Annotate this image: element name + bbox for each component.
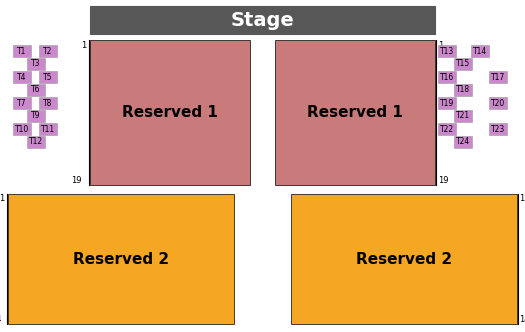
Text: T2: T2	[43, 46, 53, 55]
Text: 19: 19	[438, 176, 448, 185]
Bar	[438, 45, 456, 57]
Bar	[291, 194, 517, 324]
Text: T23: T23	[491, 124, 505, 133]
Bar	[13, 71, 31, 83]
Text: T21: T21	[456, 112, 470, 121]
Text: T18: T18	[456, 86, 470, 95]
Text: 14: 14	[0, 315, 2, 324]
Text: Stage: Stage	[230, 11, 295, 30]
Bar	[13, 97, 31, 109]
Bar	[438, 97, 456, 109]
Text: 1: 1	[81, 41, 86, 50]
Bar	[454, 136, 472, 148]
Text: T17: T17	[491, 72, 505, 81]
Text: T20: T20	[491, 99, 505, 108]
Text: T24: T24	[456, 137, 470, 146]
Text: T16: T16	[440, 72, 454, 81]
Text: 1: 1	[519, 194, 524, 203]
Text: Reserved 1: Reserved 1	[307, 105, 403, 120]
Text: T7: T7	[17, 99, 27, 108]
Bar	[27, 136, 45, 148]
Text: 1: 1	[0, 194, 4, 203]
Text: 19: 19	[71, 176, 82, 185]
Bar	[90, 40, 250, 185]
Text: T4: T4	[17, 72, 27, 81]
Bar	[454, 58, 472, 70]
Bar	[489, 123, 507, 135]
Bar	[275, 40, 435, 185]
Bar	[27, 84, 45, 96]
Text: T9: T9	[32, 112, 41, 121]
Text: T19: T19	[440, 99, 454, 108]
Bar	[39, 97, 57, 109]
Text: 14: 14	[519, 315, 525, 324]
Text: T3: T3	[32, 59, 41, 68]
Bar	[39, 71, 57, 83]
Bar	[489, 97, 507, 109]
Bar	[8, 194, 234, 324]
Bar	[438, 71, 456, 83]
Bar	[438, 123, 456, 135]
Bar	[489, 71, 507, 83]
Text: Reserved 1: Reserved 1	[122, 105, 218, 120]
Text: Reserved 2: Reserved 2	[356, 252, 452, 267]
Bar	[454, 110, 472, 122]
Text: T10: T10	[15, 124, 29, 133]
Text: T1: T1	[17, 46, 27, 55]
Text: T22: T22	[440, 124, 454, 133]
Text: T12: T12	[29, 137, 43, 146]
Bar	[454, 84, 472, 96]
Text: T14: T14	[473, 46, 487, 55]
Text: 1: 1	[438, 41, 443, 50]
Bar	[27, 58, 45, 70]
Bar	[13, 123, 31, 135]
Bar	[90, 6, 435, 34]
Bar	[39, 45, 57, 57]
Text: T6: T6	[32, 86, 41, 95]
Text: T5: T5	[43, 72, 53, 81]
Bar	[39, 123, 57, 135]
Bar	[27, 110, 45, 122]
Bar	[13, 45, 31, 57]
Text: T11: T11	[41, 124, 55, 133]
Text: T13: T13	[440, 46, 454, 55]
Text: T15: T15	[456, 59, 470, 68]
Text: Reserved 2: Reserved 2	[73, 252, 169, 267]
Text: T8: T8	[43, 99, 53, 108]
Bar	[471, 45, 489, 57]
